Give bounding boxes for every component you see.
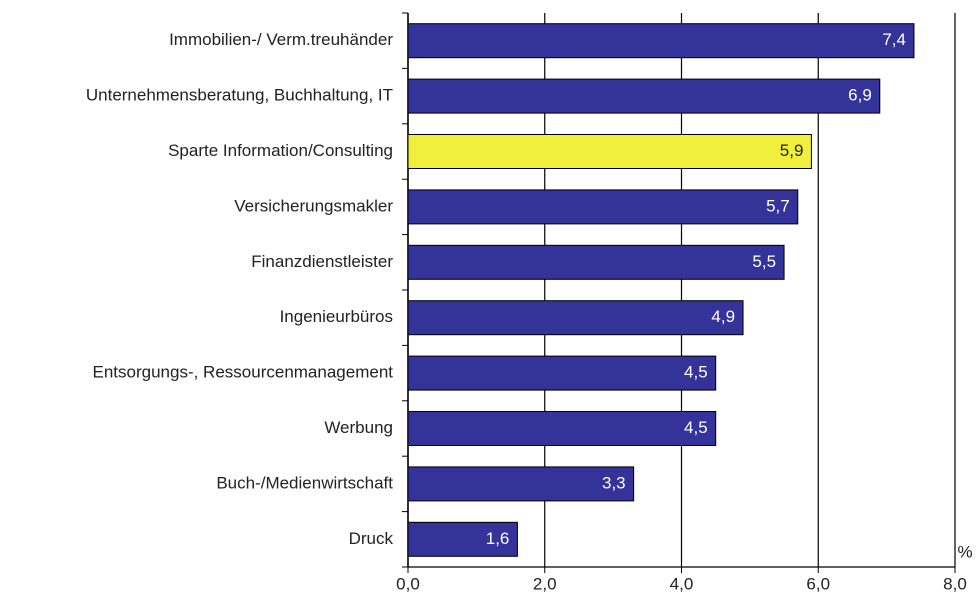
y-tick-label: Unternehmensberatung, Buchhaltung, IT — [86, 86, 393, 105]
y-tick-label: Werbung — [324, 418, 393, 437]
x-tick-label: 8,0 — [943, 574, 967, 593]
y-tick-label: Immobilien-/ Verm.treuhänder — [169, 30, 393, 49]
value-label: 5,9 — [780, 141, 804, 160]
bar — [407, 78, 881, 114]
bar — [407, 189, 799, 225]
bar — [407, 23, 915, 59]
x-tick-label: 6,0 — [806, 574, 830, 593]
bar — [407, 134, 812, 169]
y-tick-label: Entsorgungs-, Ressourcenmanagement — [93, 363, 394, 382]
x-tick-label: 4,0 — [670, 574, 694, 593]
bar — [407, 466, 635, 502]
value-label: 1,6 — [486, 529, 510, 548]
bar — [407, 244, 785, 280]
bar — [407, 300, 744, 336]
y-tick-label: Finanzdienstleister — [251, 252, 393, 271]
y-tick-label: Ingenieurbüros — [280, 307, 393, 326]
y-tick-label: Versicherungsmakler — [234, 196, 393, 215]
y-tick-label: Buch-/Medienwirtschaft — [216, 473, 393, 492]
value-label: 7,4 — [882, 30, 906, 49]
value-label: 4,5 — [684, 363, 708, 382]
y-tick-label: Druck — [349, 529, 394, 548]
value-label: 5,7 — [766, 196, 790, 215]
value-label: 5,5 — [752, 252, 776, 271]
bar — [407, 521, 518, 557]
bar — [407, 411, 717, 446]
y-tick-label: Sparte Information/Consulting — [168, 141, 393, 160]
value-label: 3,3 — [602, 473, 626, 492]
bar — [407, 355, 717, 391]
x-tick-label: 0,0 — [396, 574, 420, 593]
x-axis-label: % — [957, 542, 972, 561]
x-tick-label: 2,0 — [533, 574, 557, 593]
value-label: 6,9 — [848, 86, 872, 105]
value-label: 4,5 — [684, 418, 708, 437]
value-label: 4,9 — [711, 307, 735, 326]
